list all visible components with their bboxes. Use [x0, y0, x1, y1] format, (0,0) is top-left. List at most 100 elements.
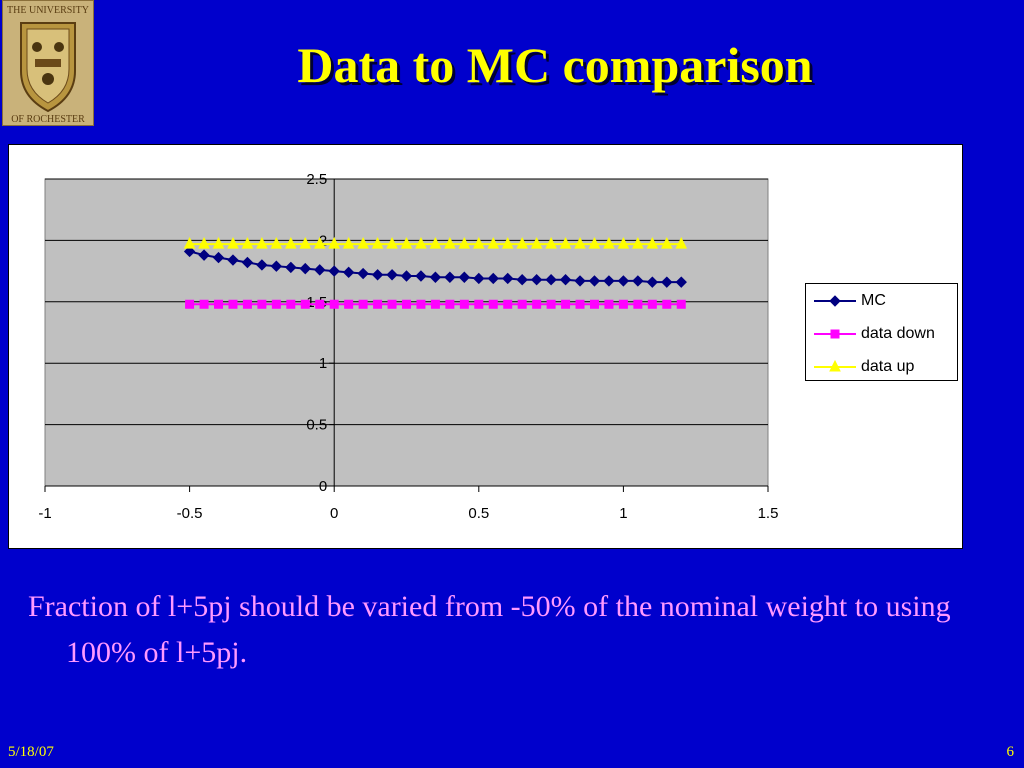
legend-swatch-data-down [814, 329, 856, 339]
mc-point [256, 259, 268, 271]
data-down-point [228, 299, 238, 309]
data-up-point [675, 236, 688, 249]
data-down-point [185, 299, 195, 309]
y-tick-label: 0.5 [306, 417, 327, 434]
data-down-point [445, 299, 455, 309]
data-up-point [241, 236, 254, 249]
y-tick-label: 0 [319, 478, 327, 495]
data-up-point [660, 236, 673, 249]
legend-item-data-up: data up [806, 356, 957, 378]
mc-point [415, 270, 427, 282]
mc-point [545, 273, 557, 286]
mc-point [371, 269, 384, 281]
data-up-point [371, 236, 384, 249]
mc-point [603, 275, 615, 287]
data-up-point [313, 236, 326, 249]
mc-point [588, 275, 601, 287]
data-down-point [676, 299, 686, 309]
mc-point [212, 251, 225, 264]
data-up-point [270, 236, 283, 249]
mc-point [661, 276, 673, 288]
data-down-point [517, 299, 527, 309]
y-tick-label: 1 [319, 355, 327, 372]
logo-top-text: THE UNIVERSITY [7, 5, 89, 16]
legend-label-data-up: data up [861, 358, 915, 375]
data-down-point [618, 299, 628, 309]
data-down-point [373, 299, 383, 309]
y-tick-label: 2 [319, 232, 327, 249]
data-up-point [458, 236, 471, 249]
data-up-point [444, 236, 456, 249]
logo-bottom-text: OF ROCHESTER [11, 114, 85, 125]
data-up-point [299, 236, 312, 249]
mc-point [473, 272, 485, 285]
mc-point [559, 273, 572, 286]
data-up-point [328, 236, 341, 249]
mc-point [675, 276, 687, 288]
data-up-point [227, 236, 239, 249]
data-down-point [286, 299, 296, 309]
data-down-point [575, 299, 585, 309]
data-down-point [358, 299, 368, 309]
mc-point [314, 264, 326, 276]
x-tick-label: -1 [38, 505, 51, 522]
data-down-point [459, 299, 469, 309]
university-logo: THE UNIVERSITY OF ROCHESTER [2, 0, 94, 126]
y-tick-label: 2.5 [306, 171, 327, 188]
data-down-point [546, 299, 556, 309]
data-up-point [530, 236, 543, 249]
data-down-point [416, 299, 426, 309]
data-down-point [387, 299, 397, 309]
slide-caption: Fraction of l+5pj should be varied from … [28, 590, 951, 669]
mc-point [342, 266, 355, 279]
data-up-point [617, 236, 630, 249]
x-tick-label: 0.5 [468, 505, 489, 522]
data-down-point [329, 299, 339, 309]
data-up-point [545, 236, 557, 249]
data-up-point [415, 236, 427, 249]
mc-point [241, 256, 254, 269]
data-down-point [271, 299, 281, 309]
mc-point [617, 275, 630, 287]
data-up-point [386, 236, 398, 249]
mc-point [646, 276, 659, 288]
plot-area [44, 178, 769, 487]
x-tick-label: -0.5 [177, 505, 203, 522]
data-down-point [662, 299, 672, 309]
x-tick-label: 0 [330, 505, 338, 522]
data-up-point [632, 236, 644, 249]
data-down-point [633, 299, 643, 309]
mc-point [487, 272, 499, 285]
mc-point [516, 273, 528, 286]
mc-point [458, 271, 471, 283]
legend-swatch-mc [814, 295, 856, 307]
slide-title: Data to MC comparison [297, 37, 813, 93]
line-chart: 00.511.522.5-1-0.500.511.5 [38, 171, 778, 522]
data-down-point [300, 299, 310, 309]
data-down-point [604, 299, 614, 309]
data-up-point [472, 236, 485, 249]
data-up-point [198, 236, 210, 249]
mc-point [386, 269, 398, 281]
data-up-point [342, 236, 355, 249]
legend-swatch-data-up [814, 359, 856, 372]
data-down-point [647, 299, 657, 309]
mc-point [183, 245, 196, 258]
mc-point [198, 249, 210, 261]
mc-point [357, 267, 369, 280]
mc-point [328, 265, 340, 277]
data-up-point [183, 236, 196, 249]
mc-point [400, 270, 413, 282]
data-down-point [315, 299, 325, 309]
data-up-point [603, 236, 615, 249]
slide-page-number: 6 [1006, 744, 1015, 760]
mc-point [285, 261, 297, 274]
mc-point [299, 262, 311, 275]
data-down-point [199, 299, 209, 309]
legend-item-data-down: data down [806, 323, 957, 345]
mc-point [227, 254, 239, 266]
data-up-point [574, 236, 586, 249]
legend-label-mc: MC [861, 292, 886, 309]
data-up-point [588, 236, 601, 249]
